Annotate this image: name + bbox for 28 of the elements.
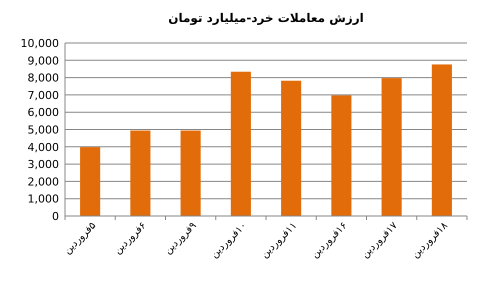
bar — [80, 147, 100, 216]
x-tick-label: ۱۷فروردین — [360, 220, 400, 260]
x-tick-label: ۱۰فروردین — [209, 220, 249, 260]
bar — [281, 80, 302, 216]
y-tick-label: 10,000 — [20, 37, 59, 50]
x-tick-label: ۵فروردین — [62, 220, 98, 257]
y-tick-label: 2,000 — [28, 175, 59, 188]
y-tick-label: 3,000 — [28, 158, 59, 172]
bar — [331, 95, 352, 216]
y-tick-label: 5,000 — [28, 124, 59, 136]
x-tick-label: ۱۶فروردین — [310, 220, 350, 260]
y-tick-label: 6,000 — [28, 106, 59, 120]
bar — [382, 78, 402, 216]
bar — [432, 64, 452, 216]
x-tick-label: ۹فروردین — [162, 220, 199, 257]
y-tick-label: 9,000 — [28, 54, 59, 68]
y-tick-label: 1,000 — [28, 192, 59, 206]
y-tick-label: 0 — [52, 210, 59, 223]
y-tick-label: 4,000 — [28, 140, 59, 154]
y-tick-label: 7,000 — [28, 88, 59, 102]
bar — [180, 130, 201, 216]
x-tick-label: ۶فروردین — [112, 220, 148, 257]
bar — [130, 130, 150, 216]
x-tick-label: ۱۸فروردین — [410, 220, 450, 260]
y-tick-label: 8,000 — [28, 72, 59, 85]
chart-title: ارزش معاملات خرد-میلیارد تومان — [168, 11, 364, 25]
x-tick-label: ۱۱فروردین — [259, 220, 300, 260]
bar — [230, 72, 251, 216]
